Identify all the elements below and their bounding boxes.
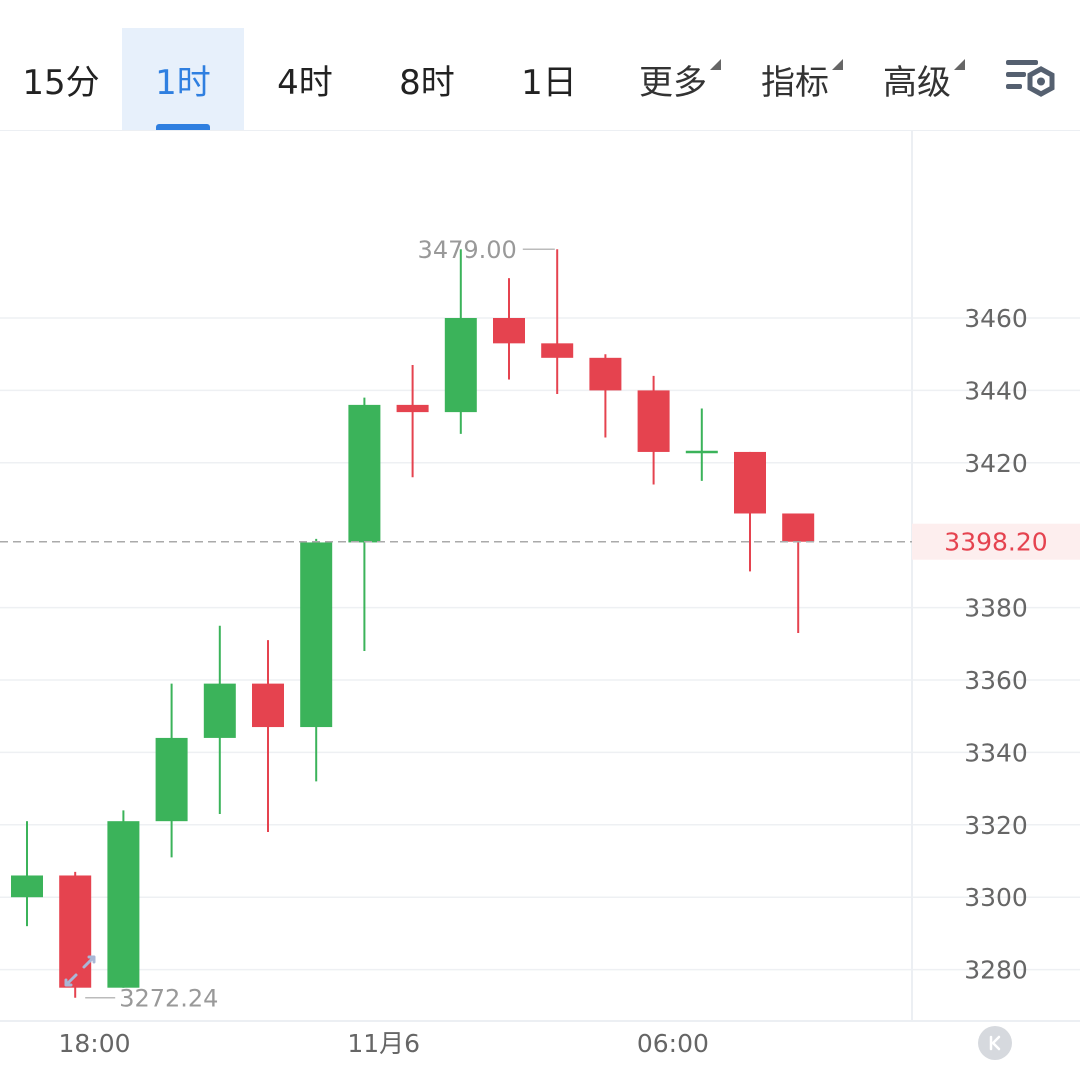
candle-body [107, 821, 140, 988]
active-tab-indicator [156, 124, 210, 130]
candle [107, 810, 140, 988]
current-price-label: 3398.20 [944, 528, 1047, 557]
dropdown-caret-icon [954, 58, 965, 70]
x-tick-label: 06:00 [637, 1029, 709, 1058]
menu-label-wrap: 指标 [761, 55, 843, 104]
candle [782, 513, 815, 633]
y-tick-label: 3460 [964, 304, 1028, 333]
low-marker-label: 3272.24 [119, 985, 218, 1013]
timeframe-tab-bar: 15分 1时 4时 8时 1日 更多 指标 高级 [0, 0, 1080, 131]
menu-label: 高级 [883, 62, 951, 103]
tab-label: 1日 [521, 62, 577, 103]
candle-body [11, 875, 43, 898]
candle [59, 871, 92, 998]
tab-1day[interactable]: 1日 [488, 28, 610, 130]
candle [637, 375, 670, 485]
candle-body [493, 318, 525, 344]
grid-lines [0, 317, 1080, 971]
candle [541, 249, 574, 395]
tab-label: 15分 [22, 62, 100, 103]
expand-arrows-icon[interactable] [64, 955, 96, 987]
collapse-k-icon[interactable] [978, 1026, 1012, 1060]
overlays: 3479.00 3272.24 3398.20 [0, 236, 1080, 1013]
candle-body [59, 875, 92, 988]
candle-body [541, 343, 574, 358]
tab-4hour[interactable]: 4时 [244, 28, 366, 130]
y-tick-label: 3420 [964, 449, 1028, 478]
candle-body [589, 357, 622, 391]
menu-label: 指标 [761, 62, 829, 103]
dropdown-caret-icon [832, 58, 843, 70]
candle [444, 249, 477, 434]
candle [300, 538, 333, 782]
more-menu[interactable]: 更多 [612, 28, 734, 130]
advanced-menu[interactable]: 高级 [856, 28, 978, 130]
candle-body [734, 451, 766, 514]
tab-label: 8时 [399, 62, 455, 103]
y-tick-label: 3340 [964, 738, 1028, 767]
candle-body [203, 683, 236, 738]
candle-body [782, 513, 815, 542]
candle [11, 821, 43, 927]
x-tick-label: 11月6 [347, 1029, 420, 1058]
chart-settings-icon[interactable] [1000, 52, 1060, 108]
indicators-menu[interactable]: 指标 [734, 28, 856, 130]
menu-label-wrap: 更多 [639, 55, 721, 104]
candle [493, 278, 525, 380]
menu-label-wrap: 高级 [883, 55, 965, 104]
candle [589, 354, 622, 438]
candle [734, 451, 766, 572]
candle-body [396, 404, 429, 413]
y-tick-label: 3440 [964, 376, 1028, 405]
price-axis: 3280 3300 3320 3340 3360 3380 3420 3440 3460 [964, 304, 1028, 985]
high-marker-label: 3479.00 [418, 236, 517, 264]
tab-label: 1时 [155, 62, 211, 103]
y-tick-label: 3380 [964, 594, 1028, 623]
y-tick-label: 3300 [964, 883, 1028, 912]
candle [685, 408, 718, 481]
candle [252, 640, 284, 833]
tab-15min[interactable]: 15分 [0, 28, 122, 130]
candle-body [348, 404, 381, 543]
dropdown-caret-icon [710, 58, 721, 70]
menu-label: 更多 [639, 62, 707, 103]
y-tick-label: 3280 [964, 956, 1028, 985]
current-price-tag [912, 523, 1080, 560]
tab-1hour[interactable]: 1时 [122, 28, 244, 130]
y-tick-label: 3320 [964, 811, 1028, 840]
candle-body [444, 318, 477, 413]
candle [396, 365, 429, 478]
candle-body [300, 542, 333, 728]
candles [11, 249, 815, 998]
time-axis: 18:00 11月6 06:00 [58, 1029, 708, 1058]
candle [348, 397, 381, 652]
candle [155, 683, 188, 858]
candle-body [252, 683, 284, 728]
x-tick-label: 18:00 [58, 1029, 130, 1058]
tab-label: 4时 [277, 62, 333, 103]
tab-8hour[interactable]: 8时 [366, 28, 488, 130]
candle-body [155, 737, 188, 822]
candle-body [637, 390, 670, 452]
candlestick-chart[interactable]: 3479.00 3272.24 3398.20 3280 3300 3320 3340 33… [0, 131, 1080, 1067]
candle [203, 625, 236, 814]
y-tick-label: 3360 [964, 666, 1028, 695]
